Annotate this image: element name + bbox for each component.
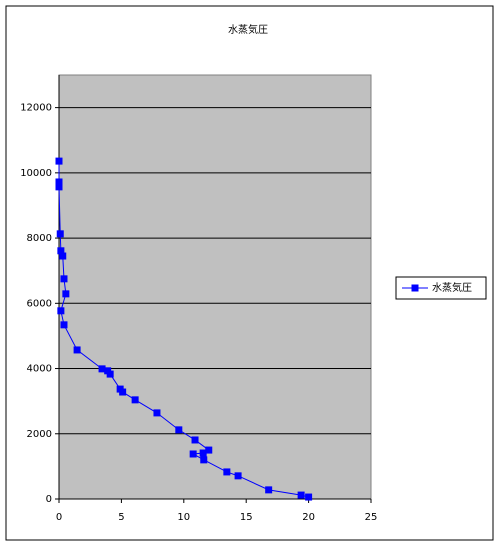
legend-box [395,276,487,300]
point [57,307,65,315]
x-tick-label: 20 [302,512,315,523]
y-tick-label: 8000 [27,233,52,244]
plot-area [58,74,372,500]
point [189,450,197,458]
point [119,388,127,396]
x-tick-label: 25 [365,512,378,523]
y-tick-label: 6000 [27,298,52,309]
point [131,396,139,404]
x-tick-label: 10 [177,512,190,523]
point [199,449,207,457]
point [59,252,67,260]
point [55,157,63,165]
point [200,456,208,464]
point [56,230,64,238]
point [55,178,63,186]
y-tick-label: 2000 [27,429,52,440]
point [60,275,68,283]
point [55,183,63,191]
point [234,472,242,480]
point [153,409,161,417]
legend-marker [411,284,419,292]
y-tick-label: 0 [46,494,52,505]
point [223,468,231,476]
x-tick-label: 5 [118,512,124,523]
point [191,436,199,444]
point [62,290,70,298]
legend-label: 水蒸気圧 [432,281,472,294]
point [106,370,114,378]
y-tick-label: 12000 [20,103,52,114]
x-tick-label: 15 [240,512,253,523]
point [305,493,313,501]
point [60,321,68,329]
point [57,247,65,255]
y-tick-label: 10000 [20,168,52,179]
point [175,426,183,434]
point [73,346,81,354]
chart-title: 水蒸気圧 [228,23,268,36]
point [265,486,273,494]
x-tick-label: 0 [56,512,62,523]
y-tick-label: 4000 [27,364,52,375]
point [205,446,213,454]
point [98,365,106,373]
point [297,491,305,499]
